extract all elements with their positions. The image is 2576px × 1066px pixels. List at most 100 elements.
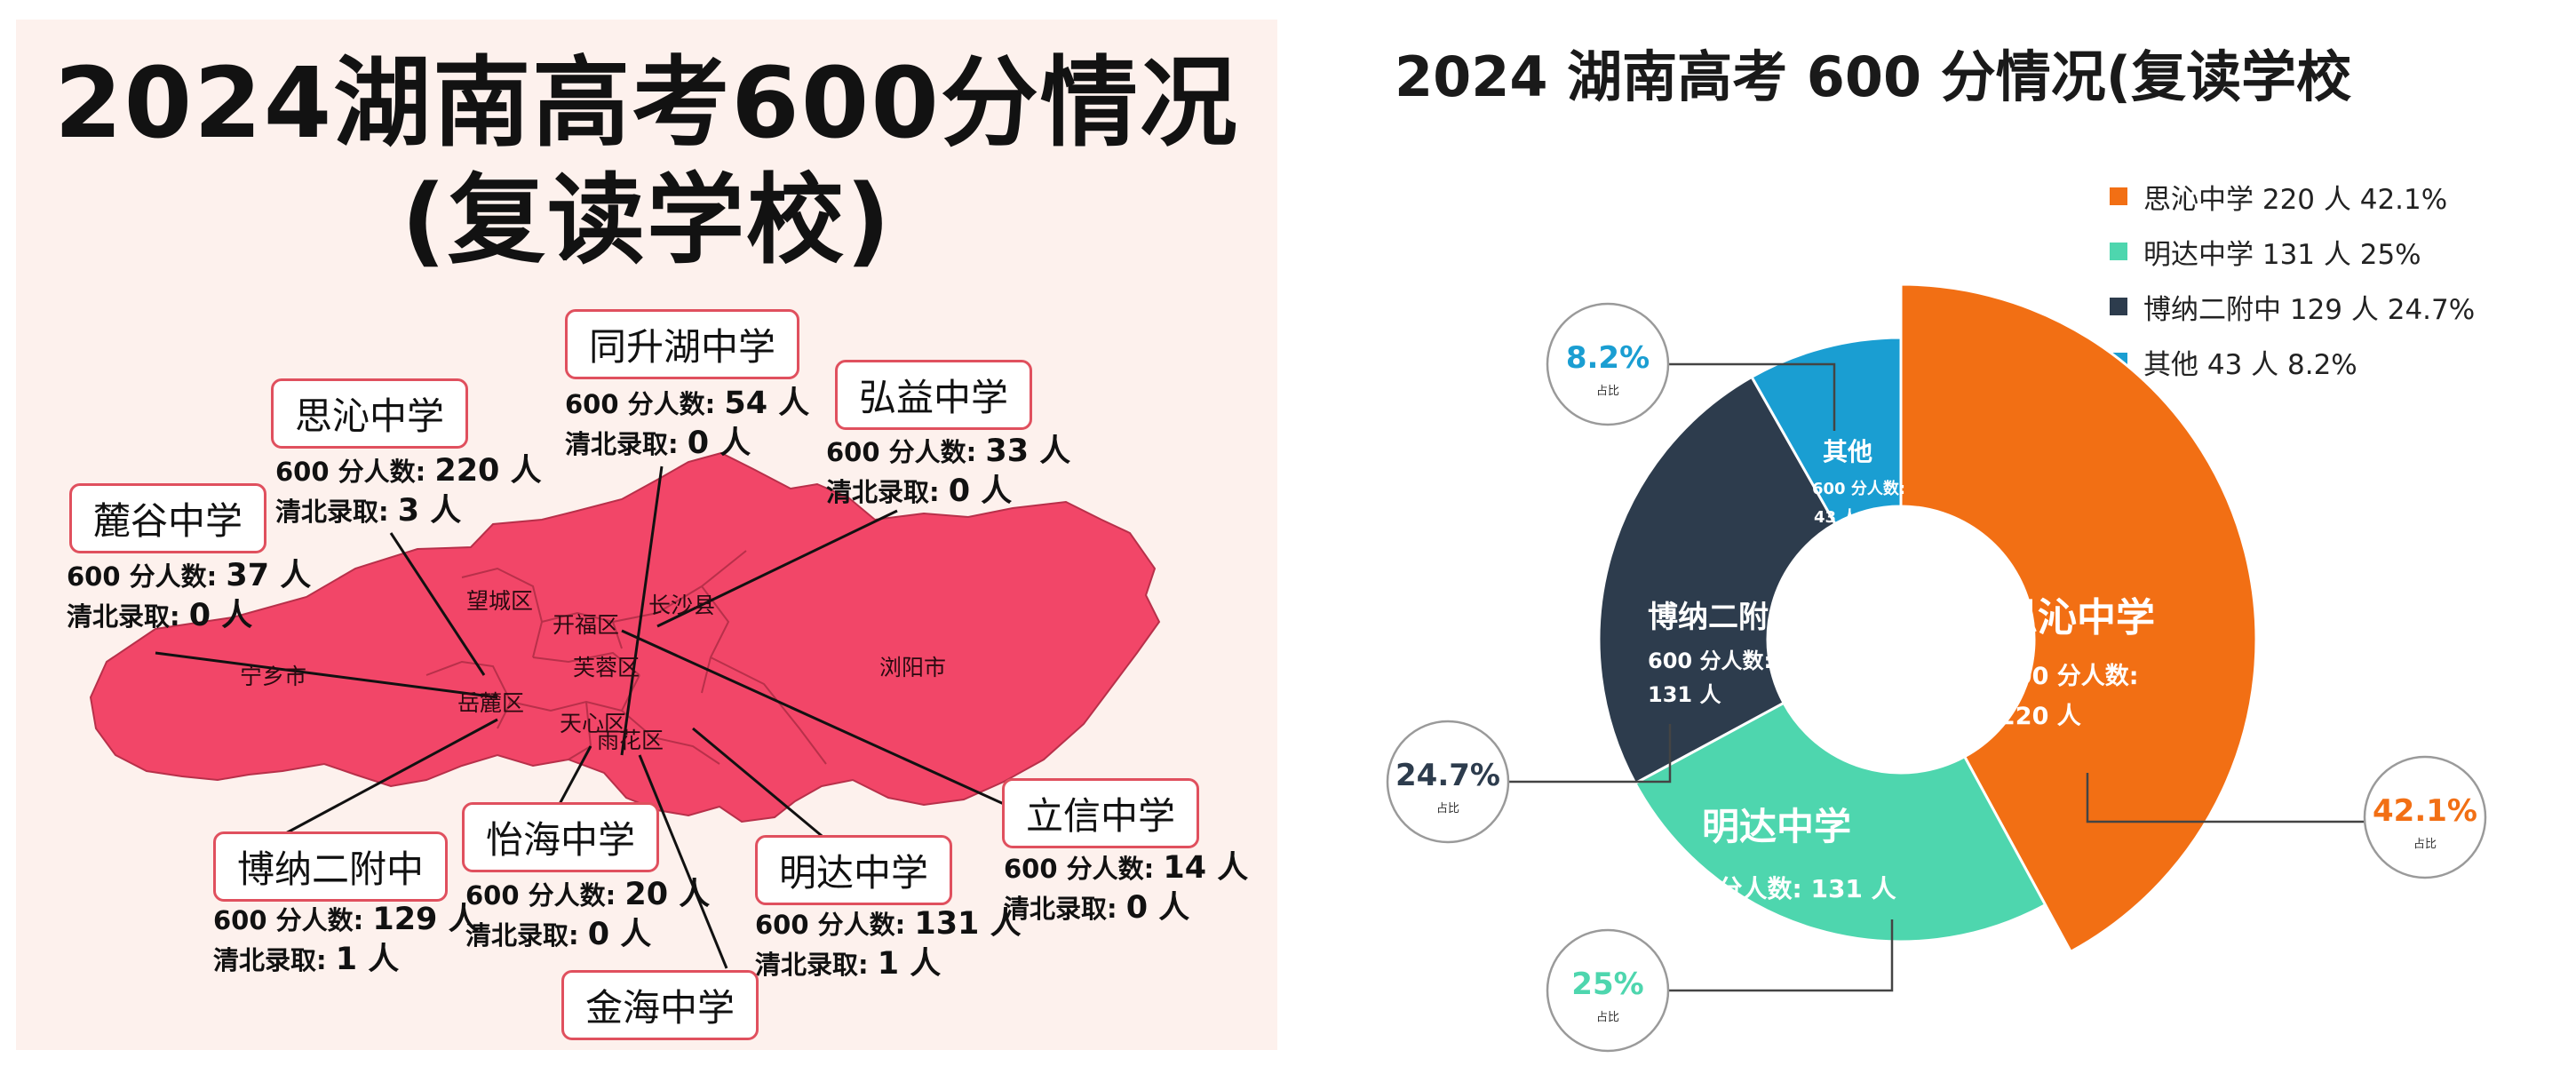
qb-label: 清北录取: — [465, 920, 579, 951]
qb-value: 0 人 — [948, 473, 1013, 509]
school-tag-lugu: 麓谷中学 — [69, 483, 267, 553]
slice-sub-label: 600 分人数: — [1648, 648, 1772, 673]
slice-label: 博纳二附中 — [1648, 600, 1799, 635]
map-poster: 2024湖南高考600分情况 (复读学校) 宁乡市 望城区 开福区长 — [0, 0, 1279, 1066]
callout-circle — [1386, 720, 1510, 844]
qb-value: 0 人 — [188, 598, 253, 633]
donut-slice — [1597, 375, 1837, 785]
district-label: 天心区 — [560, 711, 626, 736]
slice-count-label: 131 人 — [1648, 682, 1721, 707]
school-info-bona: 600 分人数: 129 人 清北录取: 1 人 — [213, 900, 480, 980]
count-label: 600 分人数: — [755, 910, 906, 940]
callout-percent: 42.1% — [2373, 793, 2477, 829]
qb-value: 1 人 — [335, 942, 400, 977]
count-label: 600 分人数: — [1004, 854, 1155, 884]
legend-swatch — [2110, 243, 2127, 260]
school-tag-bona: 博纳二附中 — [213, 831, 449, 902]
callout-caption: 占比 — [1436, 802, 1459, 815]
qb-label: 清北录取: — [67, 601, 180, 632]
callout-percent: 8.2% — [1566, 340, 1650, 376]
school-info-sichin: 600 分人数: 220 人 清北录取: 3 人 — [275, 451, 542, 531]
callout-caption: 占比 — [1596, 385, 1619, 398]
callout-caption: 占比 — [1596, 1011, 1619, 1024]
school-info-hongyi: 600 分人数: 33 人 清北录取: 0 人 — [826, 432, 1070, 512]
count-label: 600 分人数: — [826, 437, 977, 467]
school-tag-sichin: 思沁中学 — [271, 378, 469, 449]
callout-circle — [2363, 755, 2487, 879]
donut-slice — [1899, 282, 2258, 954]
legend-label: 其他 43 人 8.2% — [2143, 348, 2357, 381]
count-label: 600 分人数: — [67, 561, 218, 592]
school-tag-yihai: 怡海中学 — [462, 802, 660, 872]
chart-title: 2024 湖南高考 600 分情况(复读学校 — [1395, 44, 2352, 109]
slice-sub-label: 600 分人数: 131 人 — [1657, 874, 1896, 903]
district-label: 岳麓区 — [457, 690, 524, 716]
legend-item: 博纳二附中 129 人 24.7% — [2110, 279, 2475, 334]
callout-percent: 25% — [1571, 967, 1643, 1002]
donut-slice — [1633, 701, 2047, 943]
legend-label: 博纳二附中 129 人 24.7% — [2143, 293, 2476, 326]
count-label: 600 分人数: — [465, 880, 616, 911]
school-info-yihai: 600 分人数: 20 人 清北录取: 0 人 — [465, 875, 710, 955]
callout-caption: 占比 — [2413, 838, 2437, 851]
qb-label: 清北录取: — [826, 477, 940, 507]
school-info-tongshenghu: 600 分人数: 54 人 清北录取: 0 人 — [565, 384, 809, 464]
count-value: 33 人 — [985, 434, 1071, 469]
district-label: 浏阳市 — [879, 655, 946, 680]
callout-line — [1508, 724, 1672, 784]
slice-count-label: 43 人 — [1814, 508, 1858, 527]
poster-title-line2: (复读学校) — [401, 163, 893, 277]
legend-swatch — [2110, 298, 2127, 315]
district-label: 长沙县 — [648, 593, 715, 618]
callout-line — [1668, 362, 1836, 431]
connector-lines — [155, 465, 1005, 969]
legend-item: 思沁中学 220 人 42.1% — [2110, 169, 2475, 224]
slice-count-label: 220 人 — [1999, 703, 2081, 730]
qb-value: 0 人 — [1125, 890, 1190, 926]
callout-percent: 24.7% — [1395, 758, 1500, 793]
count-label: 600 分人数: — [213, 905, 364, 935]
count-value: 131 人 — [914, 906, 1022, 942]
school-tag-lixin: 立信中学 — [1002, 778, 1200, 848]
district-label: 开福区 — [553, 612, 619, 638]
school-tag-hongyi: 弘益中学 — [835, 360, 1033, 430]
callout-line — [2086, 773, 2365, 823]
count-value: 14 人 — [1163, 850, 1249, 886]
donut-slice — [1750, 336, 1903, 526]
qb-value: 0 人 — [587, 917, 652, 952]
chart-legend: 思沁中学 220 人 42.1% 明达中学 131 人 25% 博纳二附中 12… — [2110, 169, 2475, 389]
school-tag-mingda: 明达中学 — [755, 835, 953, 905]
school-info-mingda: 600 分人数: 131 人 清北录取: 1 人 — [755, 904, 1022, 984]
count-value: 37 人 — [226, 558, 312, 593]
qb-label: 清北录取: — [755, 950, 869, 980]
school-tag-jinhai: 金海中学 — [561, 970, 759, 1040]
district-label: 雨花区 — [597, 728, 664, 753]
district-label: 芙蓉区 — [573, 655, 640, 680]
district-label: 宁乡市 — [240, 664, 306, 689]
count-label: 600 分人数: — [565, 389, 716, 419]
legend-item: 明达中学 131 人 25% — [2110, 224, 2475, 279]
qb-label: 清北录取: — [1004, 894, 1117, 924]
qb-value: 0 人 — [687, 426, 751, 461]
callout-line — [1668, 919, 1894, 992]
legend-item: 其他 43 人 8.2% — [2110, 334, 2475, 389]
slice-label: 其他 — [1823, 437, 1872, 466]
slice-sub-label: 600 分人数: — [1812, 479, 1905, 498]
callout-circle — [1546, 302, 1670, 426]
legend-label: 明达中学 131 人 25% — [2143, 238, 2421, 271]
count-label: 600 分人数: — [275, 457, 426, 487]
legend-label: 思沁中学 220 人 42.1% — [2143, 183, 2448, 216]
qb-label: 清北录取: — [275, 497, 389, 527]
district-borders — [425, 550, 827, 765]
school-info-lixin: 600 分人数: 14 人 清北录取: 0 人 — [1004, 848, 1248, 928]
district-label: 望城区 — [466, 588, 533, 614]
slice-sub-label: 600 分人数: — [1999, 663, 2139, 690]
qb-label: 清北录取: — [213, 945, 327, 975]
qb-label: 清北录取: — [565, 429, 679, 459]
count-value: 54 人 — [724, 386, 810, 421]
qb-value: 1 人 — [877, 946, 942, 982]
count-value: 20 人 — [624, 877, 711, 912]
legend-swatch — [2110, 187, 2127, 205]
